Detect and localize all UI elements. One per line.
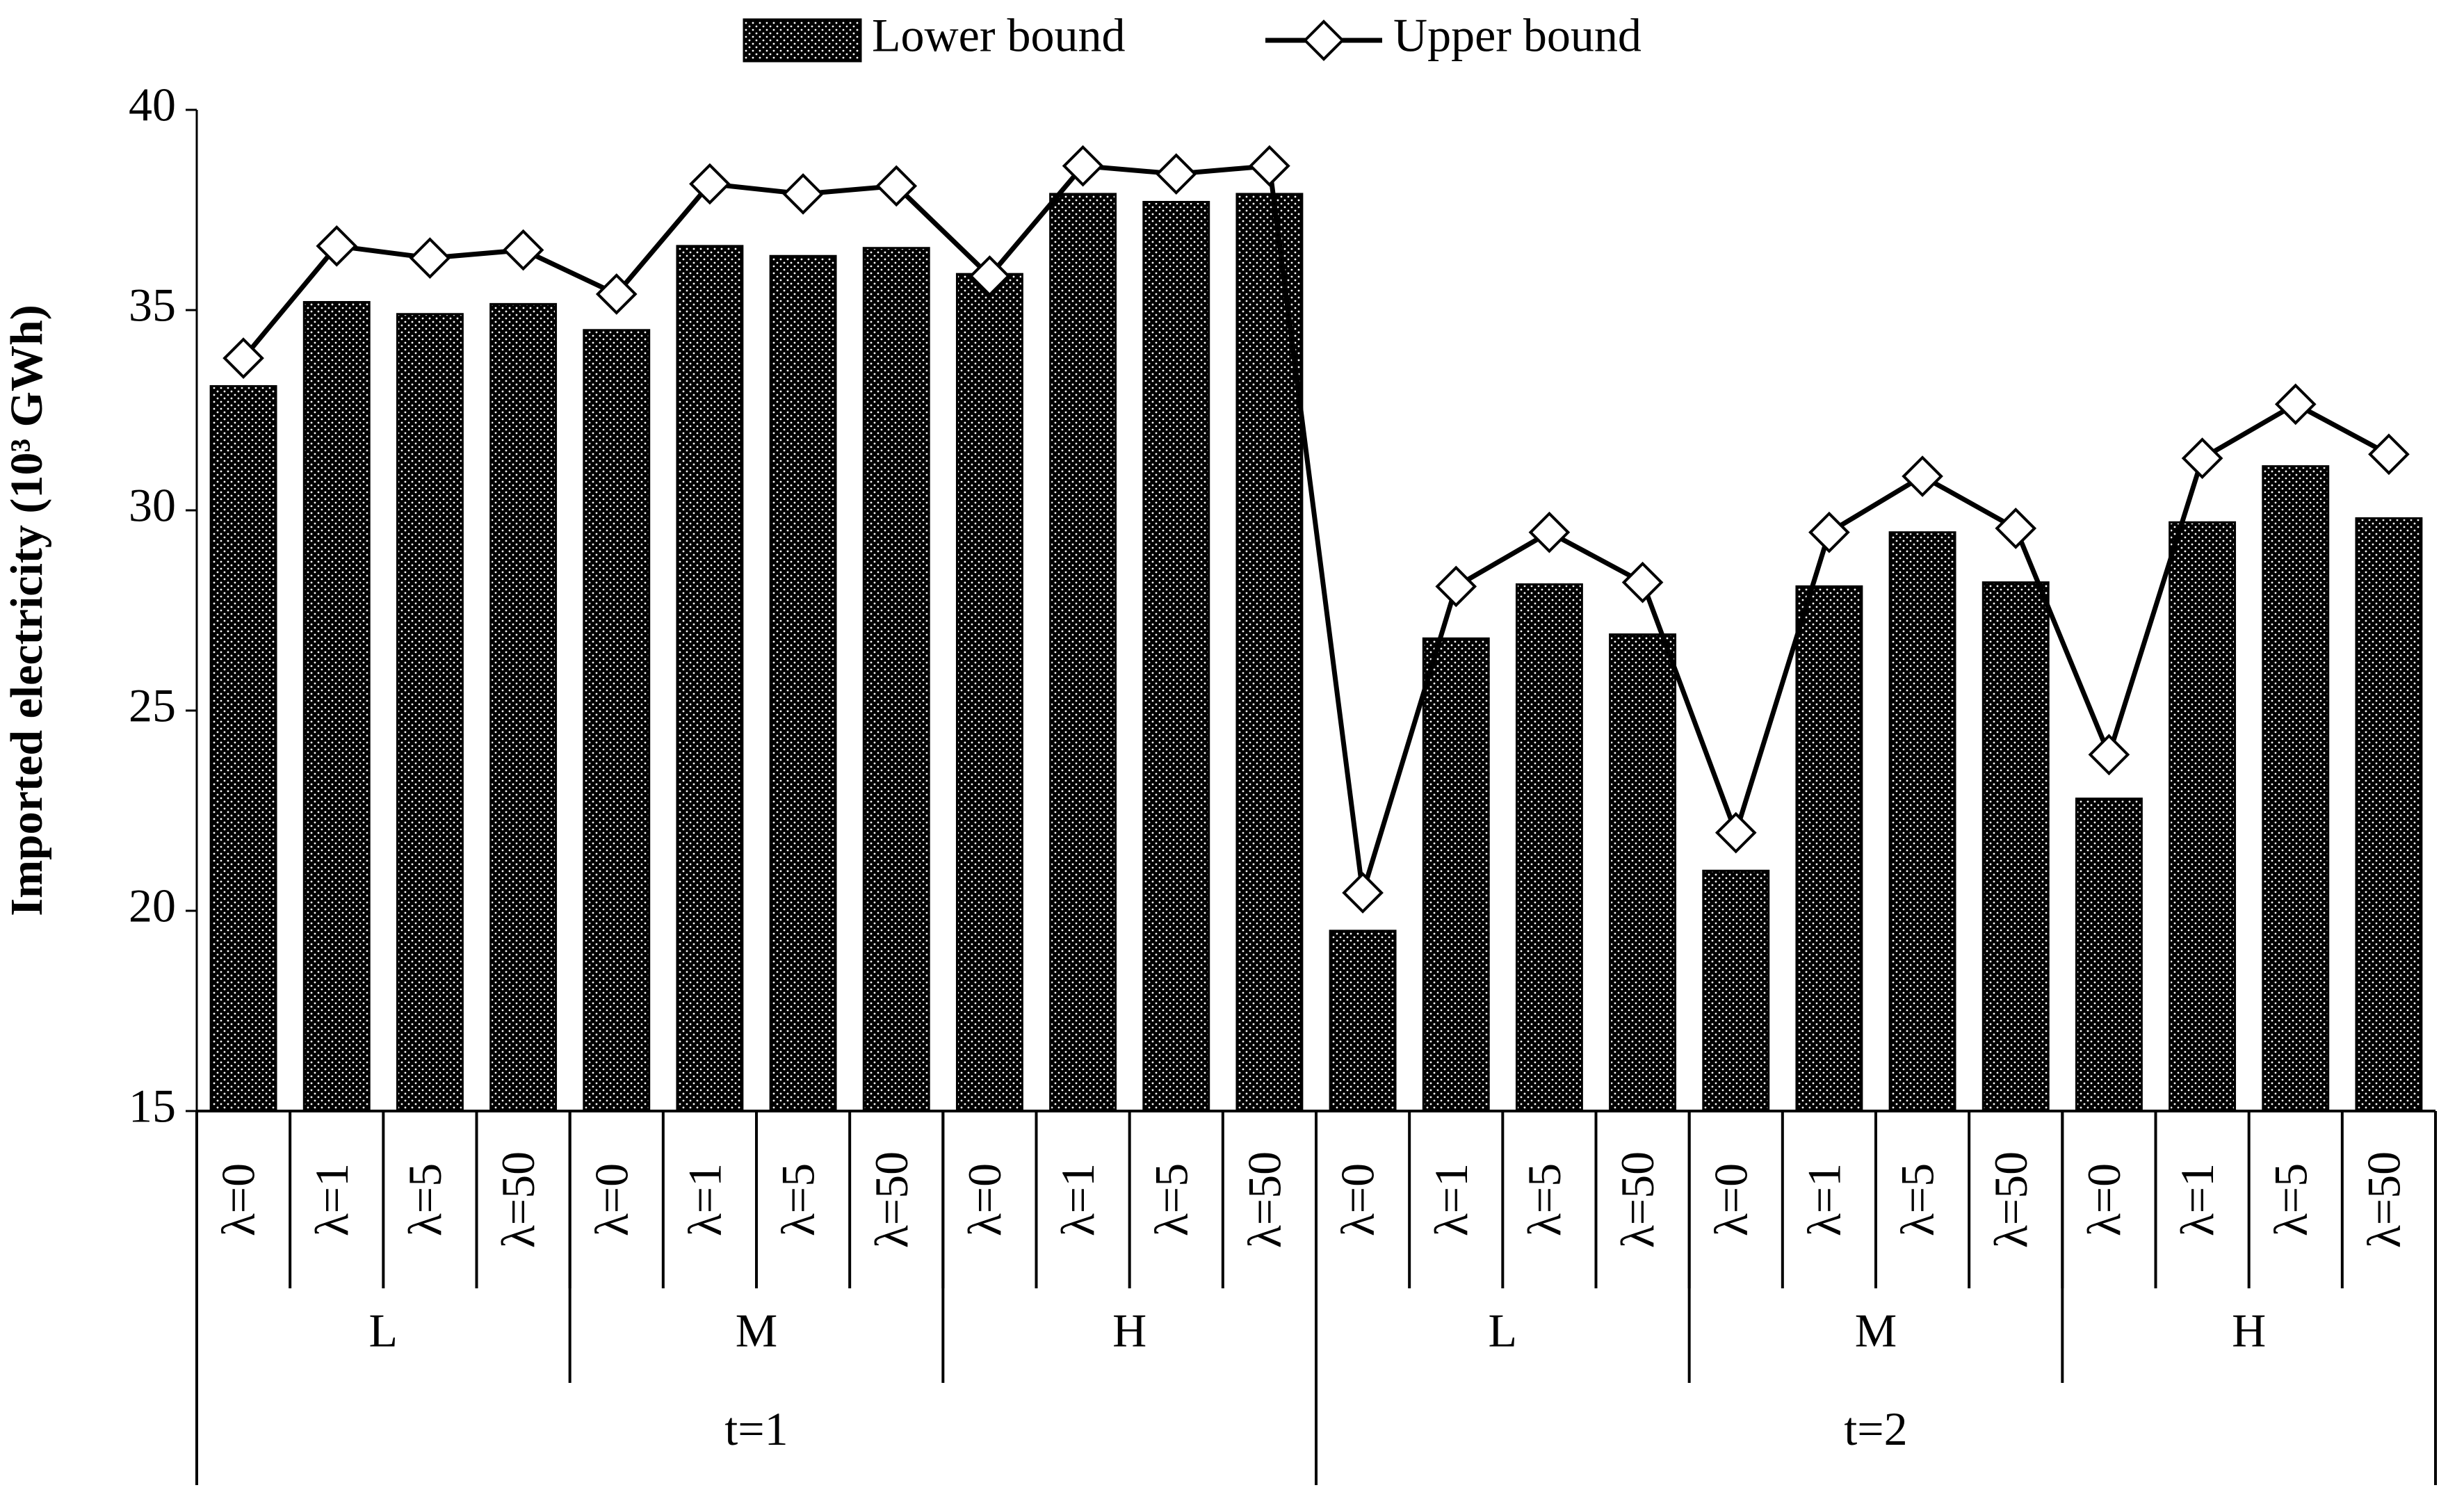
marker xyxy=(2088,734,2130,776)
bar xyxy=(1142,200,1210,1112)
x-tick-label: λ=0 xyxy=(1331,1163,1384,1236)
group-label: L xyxy=(1489,1304,1518,1357)
period-label: t=1 xyxy=(724,1402,788,1455)
marker xyxy=(968,255,1011,297)
bar xyxy=(396,313,464,1112)
marker xyxy=(2368,433,2410,476)
y-tick-label: 40 xyxy=(129,79,176,131)
x-tick-label: λ=0 xyxy=(2077,1163,2130,1236)
bar xyxy=(583,329,651,1112)
x-tick-label: λ=1 xyxy=(679,1163,731,1236)
bar xyxy=(955,273,1023,1112)
bar xyxy=(209,384,277,1112)
marker xyxy=(1808,511,1850,553)
bar xyxy=(2075,797,2143,1112)
bar xyxy=(1422,637,1490,1112)
x-tick-label: λ=1 xyxy=(1051,1163,1104,1236)
y-tick-label: 15 xyxy=(129,1080,176,1133)
x-tick-label: λ=50 xyxy=(492,1151,544,1248)
y-tick-label: 20 xyxy=(129,880,176,932)
bar xyxy=(1049,193,1117,1112)
bar xyxy=(302,300,371,1112)
x-tick-label: λ=1 xyxy=(2171,1163,2223,1236)
x-tick-label: λ=50 xyxy=(1611,1151,1664,1248)
y-tick-label: 30 xyxy=(129,479,176,532)
marker xyxy=(1249,145,1290,187)
x-tick-label: λ=0 xyxy=(1704,1163,1757,1236)
group-label: L xyxy=(369,1304,398,1357)
marker xyxy=(409,237,451,279)
x-tick-label: λ=50 xyxy=(1984,1151,2037,1248)
x-tick-label: λ=5 xyxy=(1891,1163,1944,1236)
marker xyxy=(316,225,358,267)
group-label: M xyxy=(1855,1304,1897,1357)
marker xyxy=(1995,508,2037,549)
bar xyxy=(2169,521,2237,1112)
marker xyxy=(1715,811,1757,854)
marker xyxy=(2274,383,2317,426)
x-tick-label: λ=50 xyxy=(2358,1151,2410,1248)
x-tick-label: λ=5 xyxy=(772,1163,825,1236)
x-tick-label: λ=1 xyxy=(305,1163,358,1236)
bar xyxy=(1515,583,1583,1112)
bar xyxy=(862,247,930,1112)
legend-swatch xyxy=(743,18,862,63)
marker xyxy=(782,173,824,215)
y-tick-label: 25 xyxy=(129,679,176,732)
y-axis-label: Imported electricity (10³ GWh) xyxy=(1,305,52,916)
bar xyxy=(2355,517,2423,1112)
period-label: t=2 xyxy=(1844,1402,1907,1455)
group-label: H xyxy=(1112,1304,1146,1357)
legend-label: Upper bound xyxy=(1393,9,1642,62)
x-tick-label: λ=5 xyxy=(1518,1163,1571,1236)
marker xyxy=(689,163,731,205)
marker xyxy=(1342,872,1384,914)
group-label: M xyxy=(736,1304,777,1357)
x-tick-label: λ=1 xyxy=(1425,1163,1477,1236)
marker xyxy=(502,229,544,271)
line xyxy=(241,163,2390,894)
group-label: H xyxy=(2232,1304,2266,1357)
bar xyxy=(1981,581,2050,1112)
x-tick-label: λ=0 xyxy=(958,1163,1011,1236)
marker xyxy=(1155,153,1197,195)
marker xyxy=(222,337,264,379)
x-tick-label: λ=1 xyxy=(1798,1163,1851,1236)
marker xyxy=(1902,455,1943,497)
bar xyxy=(2262,465,2330,1112)
bar xyxy=(1888,531,1956,1112)
bar xyxy=(1329,930,1397,1112)
bar xyxy=(676,245,744,1112)
marker xyxy=(1062,145,1104,187)
x-tick-label: λ=50 xyxy=(1238,1151,1291,1248)
x-tick-label: λ=5 xyxy=(398,1163,451,1236)
bar xyxy=(489,302,558,1112)
x-tick-label: λ=0 xyxy=(585,1163,638,1236)
legend-marker xyxy=(1303,19,1345,61)
x-tick-label: λ=0 xyxy=(212,1163,265,1236)
x-tick-label: λ=50 xyxy=(865,1151,918,1248)
y-tick-label: 35 xyxy=(129,279,176,332)
x-tick-label: λ=5 xyxy=(2264,1163,2317,1236)
bar xyxy=(1702,869,1770,1112)
marker xyxy=(1435,565,1477,608)
marker xyxy=(875,165,918,207)
marker xyxy=(595,273,638,315)
x-tick-label: λ=5 xyxy=(1144,1163,1197,1236)
marker xyxy=(2181,437,2223,479)
bar xyxy=(1609,633,1677,1112)
bar xyxy=(769,254,837,1112)
legend-label: Lower bound xyxy=(872,9,1125,62)
bar xyxy=(1795,585,1863,1112)
marker xyxy=(1621,561,1664,603)
marker xyxy=(1528,511,1571,553)
